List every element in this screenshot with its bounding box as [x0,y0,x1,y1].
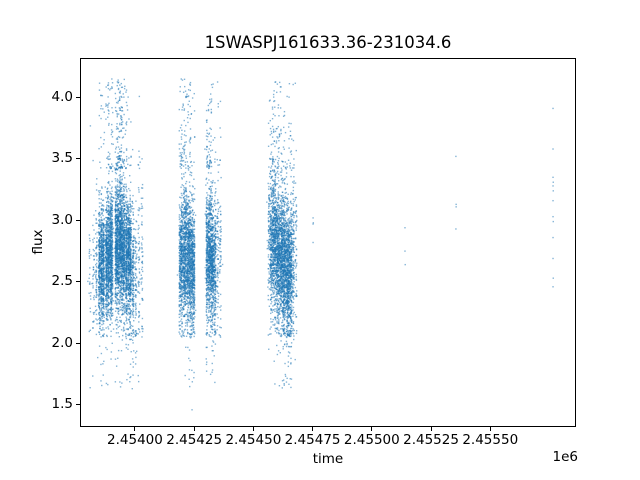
plot-area [80,58,576,427]
y-tick-label: 4.0 [51,88,73,105]
y-tick-label: 2.0 [51,334,73,351]
x-tick-mark [312,427,314,431]
x-tick-label: 2.45500 [343,432,400,448]
x-tick-mark [489,427,491,431]
y-tick-mark [76,96,80,98]
y-tick-mark [76,342,80,344]
x-tick-mark [430,427,432,431]
x-tick-label: 2.45400 [107,432,163,448]
y-tick-label: 1.5 [51,396,73,413]
x-tick-label: 2.45475 [284,432,341,448]
y-axis-label: flux [30,229,46,255]
x-tick-mark [134,427,136,431]
chart-title: 1SWASPJ161633.36-231034.6 [204,33,452,52]
x-tick-mark [371,427,373,431]
y-tick-label: 2.5 [51,273,73,290]
x-tick-label: 2.45550 [462,432,519,448]
x-tick-mark [193,427,195,431]
y-tick-mark [76,219,80,221]
x-tick-mark [252,427,254,431]
x-tick-label: 2.45525 [403,432,459,448]
y-tick-mark [76,404,80,406]
x-tick-label: 2.45425 [166,432,223,448]
y-tick-mark [76,158,80,160]
x-axis-offset-label: 1e6 [552,449,578,465]
y-tick-label: 3.5 [51,150,73,167]
y-tick-label: 3.0 [51,211,73,228]
x-axis-label: time [312,451,344,467]
y-tick-mark [76,281,80,283]
x-tick-label: 2.45450 [225,432,282,448]
